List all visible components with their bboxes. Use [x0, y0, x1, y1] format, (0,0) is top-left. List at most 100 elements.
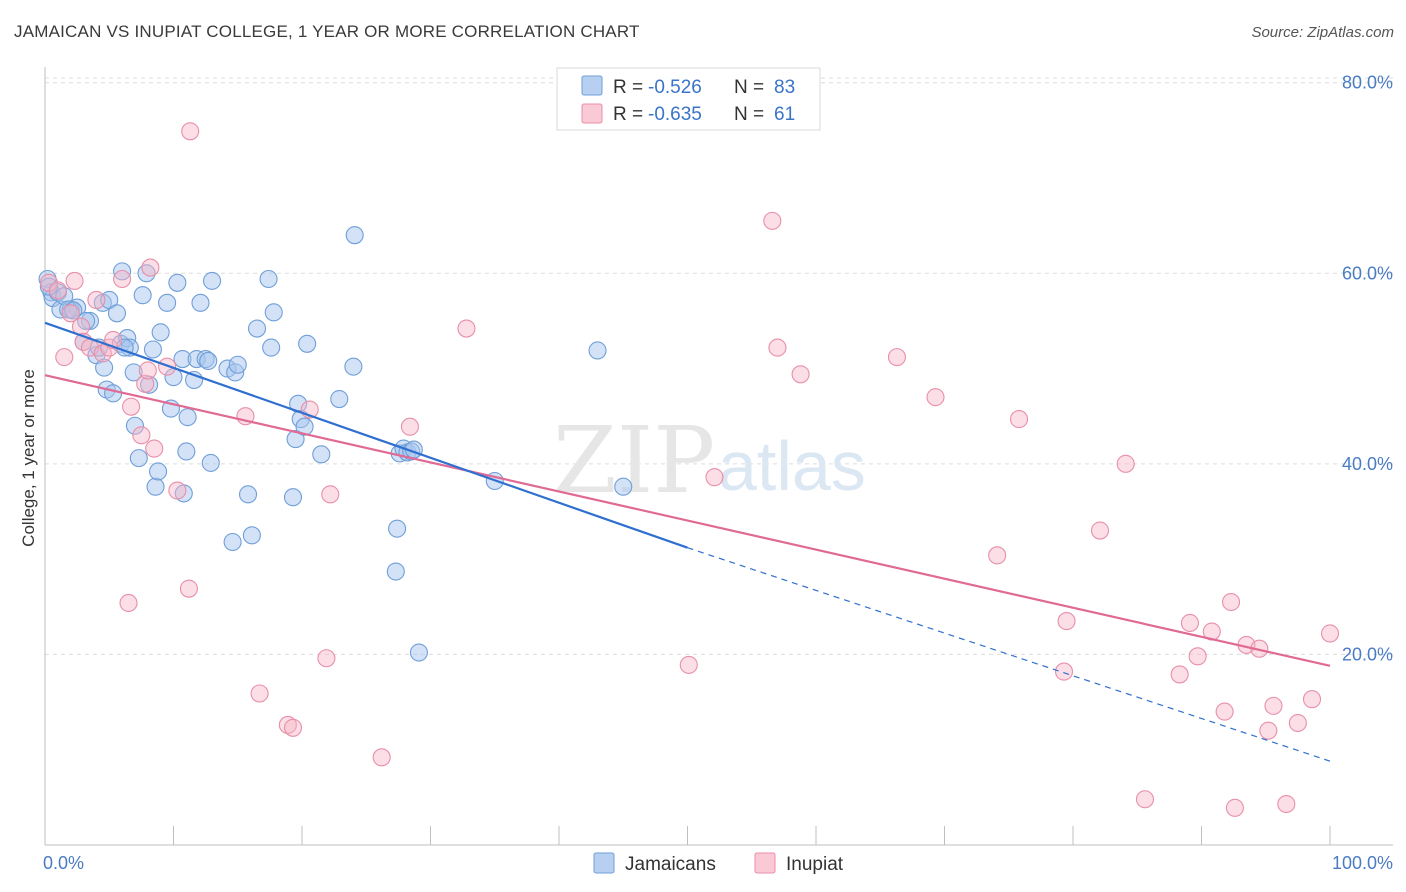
legend-bottom-jamaicans-label: Jamaicans [625, 854, 716, 875]
inupiat-point [791, 365, 810, 384]
jamaicans-point [143, 340, 162, 359]
jamaicans-point [151, 323, 170, 342]
inupiat-point [1225, 798, 1244, 817]
inupiat-point [1259, 721, 1278, 740]
inupiat-point [1009, 410, 1029, 429]
jamaicans-point [158, 293, 177, 312]
inupiat-point [179, 579, 198, 598]
jamaicans-point [107, 304, 127, 323]
jamaicans-point [238, 485, 258, 504]
jamaicans-point [344, 357, 363, 376]
inupiat-point [1264, 696, 1283, 715]
jamaicans-point [199, 351, 218, 370]
jamaicans-point [125, 416, 144, 435]
jamaicans-point [133, 286, 152, 305]
inupiat-point [132, 426, 151, 445]
y-tick-label-60: 60.0% [1342, 263, 1393, 283]
y-tick-label-80: 80.0% [1342, 73, 1393, 93]
inupiat-point [1135, 790, 1155, 809]
y-tick-label-40: 40.0% [1342, 454, 1393, 474]
legend-inupiat-n-value: 61 [774, 104, 795, 125]
jamaicans-point [386, 562, 405, 581]
inupiat-point [1288, 713, 1307, 733]
inupiat-point [1170, 665, 1189, 684]
inupiat-point [1116, 454, 1135, 473]
jamaicans-point [177, 442, 196, 461]
inupiat-point [65, 271, 84, 290]
watermark: ZIP atlas [553, 407, 866, 514]
inupiat-point [768, 338, 787, 357]
jamaicans-point [201, 453, 220, 472]
jamaicans-point [409, 643, 428, 662]
jamaicans-point [178, 408, 197, 427]
jamaicans-point [95, 358, 114, 377]
legend-inupiat-n-label: N = [734, 104, 764, 125]
inupiat-point [141, 258, 160, 277]
inupiat-point [145, 439, 164, 458]
jamaicans-point [113, 262, 132, 281]
inupiat-point [87, 290, 106, 310]
inupiat-point [181, 122, 200, 141]
legend-jamaicans-n-value: 83 [774, 77, 795, 98]
legend-inupiat-r-label: R = [613, 104, 643, 125]
inupiat-point [887, 348, 907, 367]
inupiat-point [321, 485, 340, 504]
jamaicans-point [129, 449, 148, 468]
jamaicans-point [223, 532, 242, 552]
inupiat-point [1180, 613, 1199, 633]
jamaicans-point [77, 311, 96, 330]
grid-lines [45, 77, 1393, 655]
jamaicans-point [286, 430, 305, 449]
inupiat-point [1090, 521, 1110, 540]
jamaicans-point [283, 488, 303, 507]
jamaicans-trend-line [44, 321, 688, 549]
legend-bottom-inupiat-label: Inupiat [786, 854, 844, 875]
legend-jamaicans-swatch [581, 75, 603, 96]
jamaicans-point [259, 269, 278, 289]
legend-bottom-inupiat-swatch [754, 852, 776, 874]
inupiat-point [1215, 702, 1234, 721]
x-tick-label-max: 100.0% [1332, 853, 1393, 873]
y-tick-label-20: 20.0% [1342, 644, 1393, 664]
inupiat-point [250, 684, 269, 703]
inupiat-point [136, 374, 155, 393]
legend-bottom: Jamaicans Inupiat [593, 852, 844, 875]
jamaicans-point [388, 519, 407, 538]
legend-bottom-jamaicans-swatch [593, 852, 615, 874]
inupiat-point [400, 417, 419, 436]
inupiat-point [278, 715, 297, 734]
jamaicans-point [146, 477, 165, 496]
jamaicans-point [345, 226, 364, 245]
jamaicans-point [588, 341, 607, 360]
jamaicans-point [168, 273, 187, 292]
legend-top: R = -0.526 N = 83 R = -0.635 N = 61 [556, 67, 821, 131]
inupiat-point [55, 348, 74, 367]
jamaicans-point [124, 363, 143, 382]
legend-jamaicans-r-value: -0.526 [648, 77, 702, 98]
jamaicans-trend-extension [687, 547, 1331, 762]
inupiat-point [988, 546, 1007, 565]
inupiat-point [679, 655, 698, 674]
jamaicans-point [264, 303, 283, 322]
inupiat-point [1057, 612, 1076, 631]
inupiat-point [1320, 624, 1340, 643]
inupiat-point [119, 593, 138, 613]
inupiat-point [1222, 592, 1241, 612]
jamaicans-point [262, 338, 281, 357]
inupiat-point [317, 649, 336, 668]
inupiat-point [1302, 690, 1322, 709]
y-axis-label: College, 1 year or more [19, 369, 38, 547]
inupiat-point [61, 304, 80, 323]
watermark-atlas: atlas [718, 427, 866, 505]
inupiat-point [763, 211, 782, 230]
inupiat-trend-line [44, 374, 1331, 667]
inupiat-point [1054, 662, 1074, 681]
jamaicans-point [298, 334, 317, 353]
tick-labels: 20.0% 40.0% 60.0% 80.0% 0.0% 100.0% [43, 73, 1393, 873]
chart-title: JAMAICAN VS INUPIAT COLLEGE, 1 YEAR OR M… [14, 22, 640, 41]
jamaicans-point [228, 355, 247, 374]
inupiat-point [168, 481, 187, 500]
inupiat-point [705, 468, 724, 487]
inupiat-point [122, 397, 141, 416]
